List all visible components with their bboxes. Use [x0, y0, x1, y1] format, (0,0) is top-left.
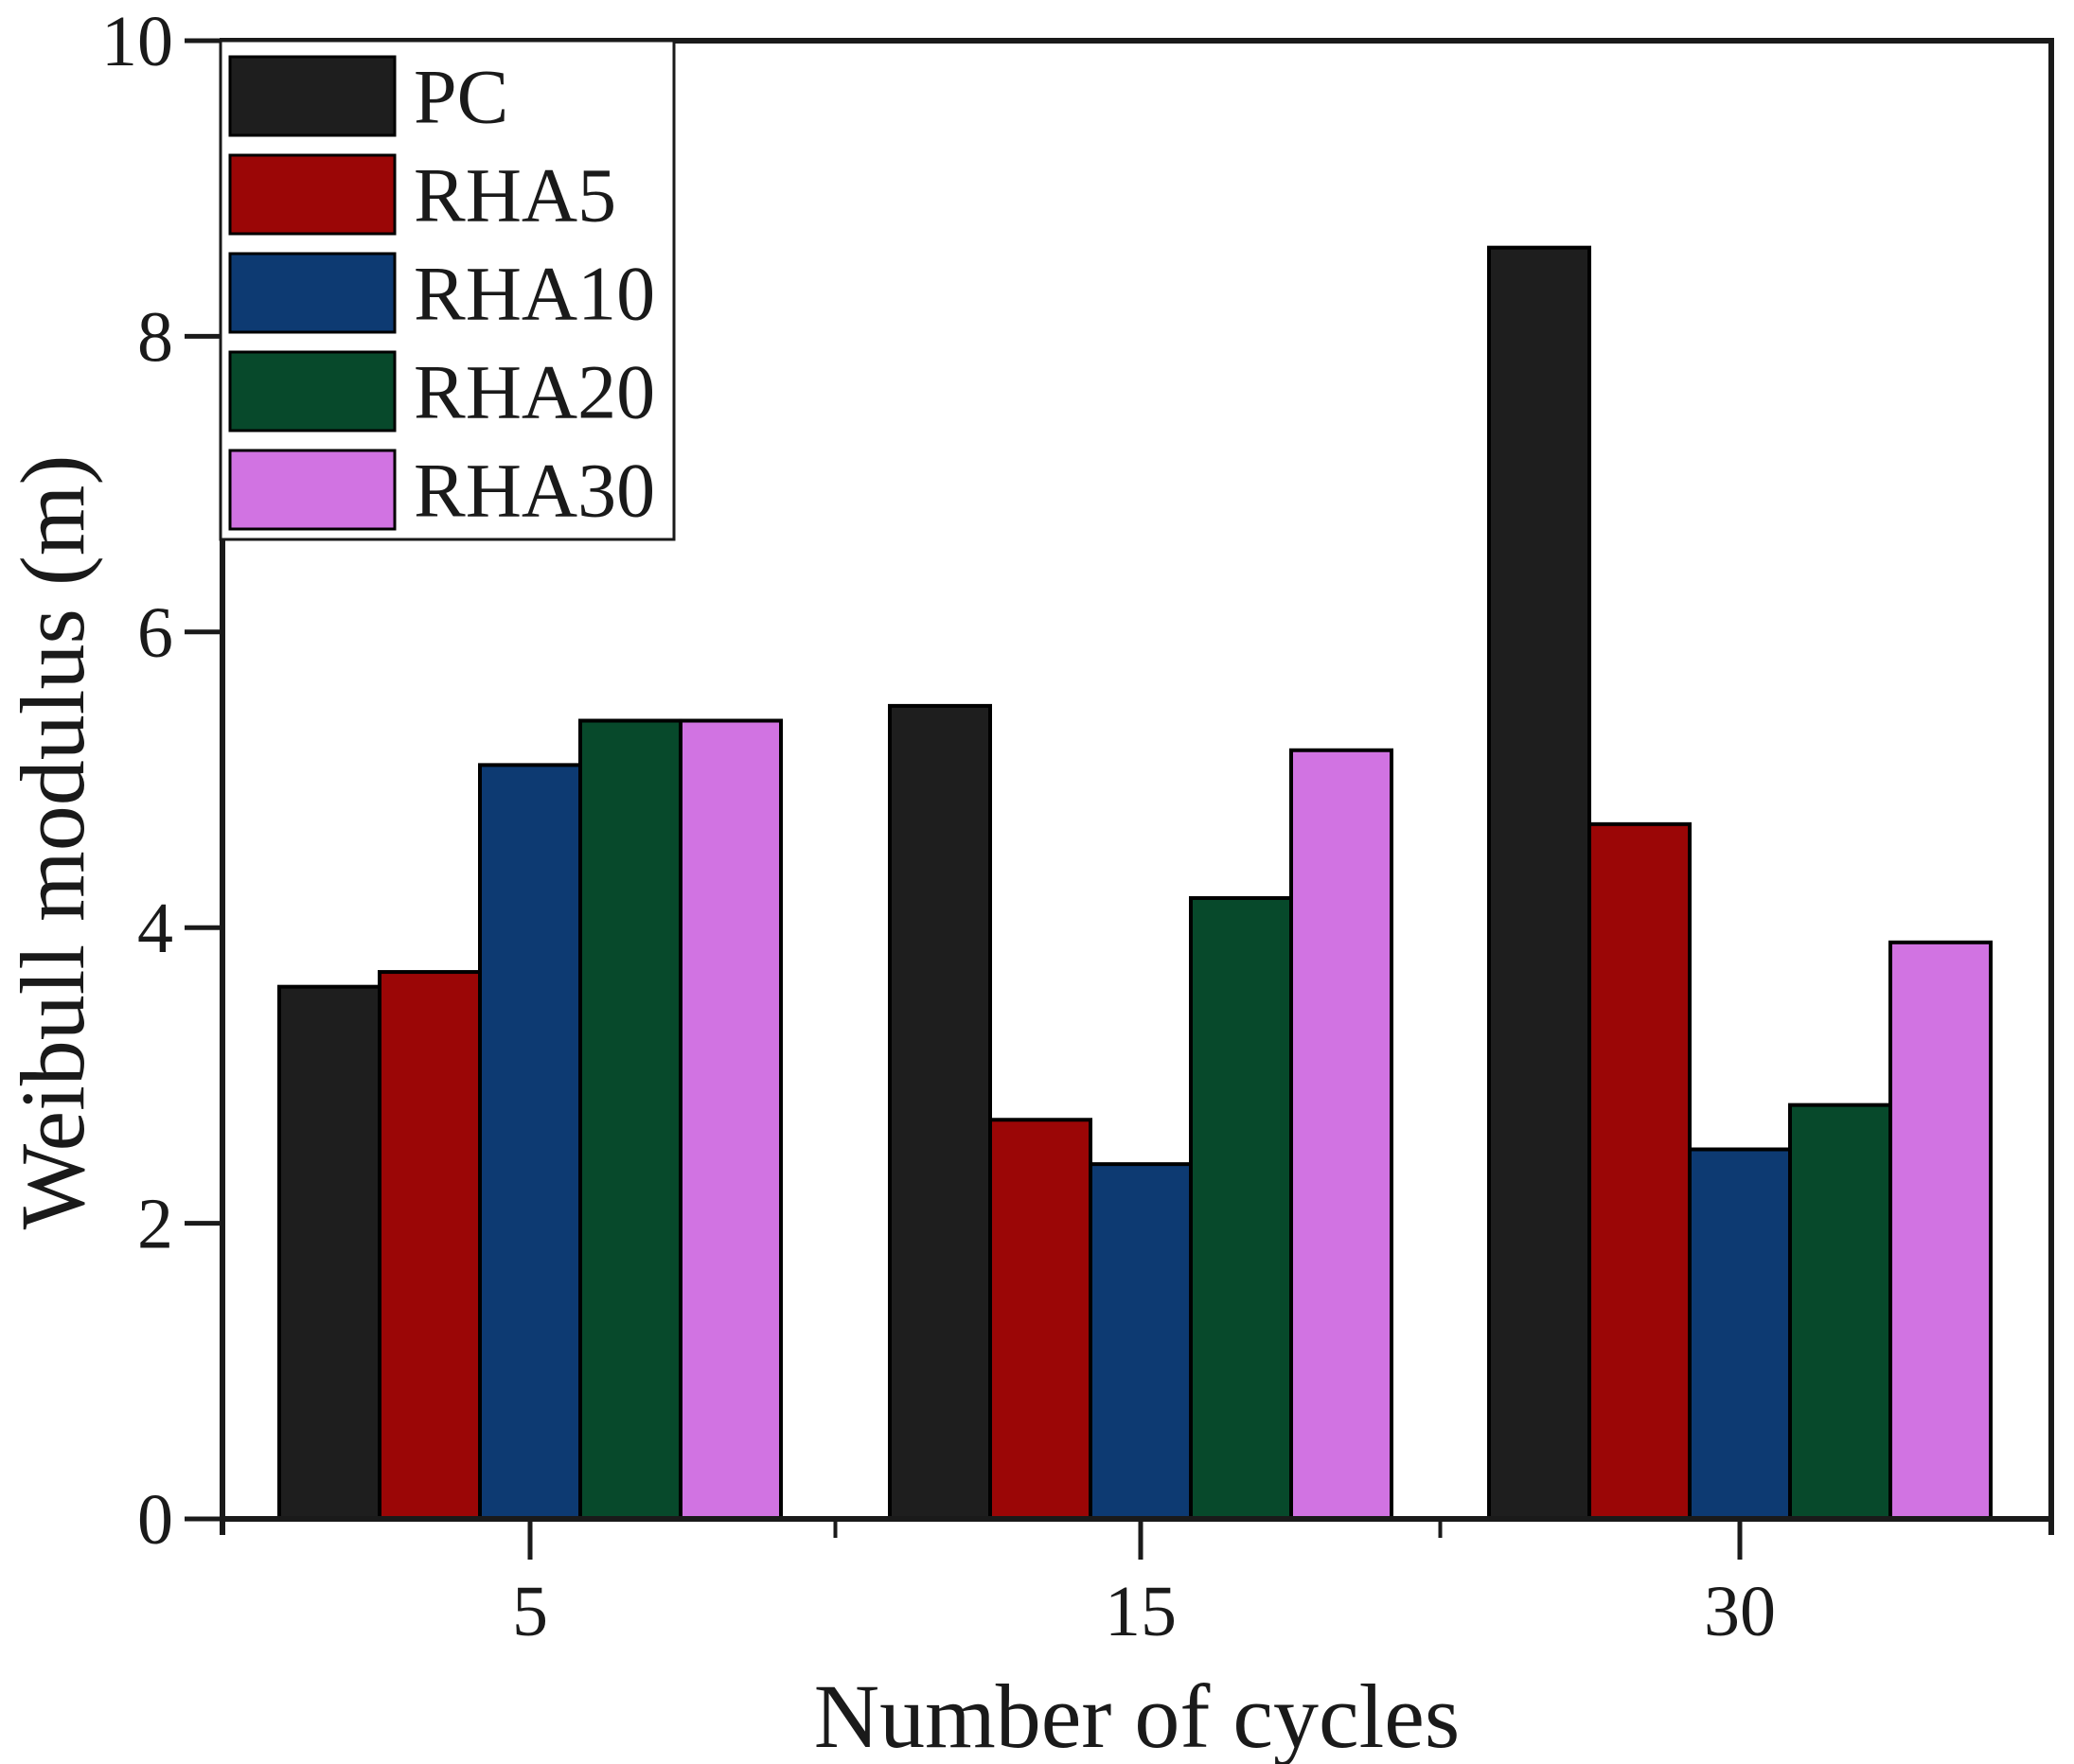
legend-label-RHA30: RHA30: [414, 448, 655, 534]
legend-swatch-RHA20: [228, 350, 397, 432]
bar-PC-cycles-5: [277, 984, 381, 1522]
legend-label-PC: PC: [414, 54, 508, 140]
bar-RHA30-cycles-15: [1289, 748, 1393, 1521]
legend-swatch-RHA30: [228, 449, 397, 531]
y-axis-title: Weibull modulus (m): [2, 455, 103, 1230]
bar-RHA30-cycles-30: [1888, 940, 1993, 1521]
legend-swatch-PC: [228, 55, 397, 137]
legend-swatch-RHA10: [228, 252, 397, 334]
bar-RHA5-cycles-5: [378, 970, 482, 1522]
bar-PC-cycles-30: [1487, 245, 1591, 1521]
y-tick-label-2: 2: [137, 1185, 173, 1264]
bar-RHA5-cycles-15: [988, 1118, 1092, 1521]
legend: PC RHA5 RHA10 RHA20 RHA30: [219, 39, 676, 541]
legend-label-RHA5: RHA5: [414, 152, 616, 238]
y-tick-label-8: 8: [137, 297, 173, 377]
bar-RHA5-cycles-30: [1587, 821, 1692, 1521]
y-tick-label-10: 10: [101, 2, 173, 81]
legend-swatch-RHA5: [228, 153, 397, 236]
x-tick-label-15: 15: [1105, 1572, 1177, 1651]
bar-RHA10-cycles-15: [1089, 1162, 1193, 1521]
tick-labels: 0 2 4 6 8 10 5 15 30: [101, 2, 1776, 1651]
y-tick-label-0: 0: [137, 1480, 173, 1560]
bar-RHA20-cycles-15: [1189, 895, 1293, 1521]
bar-RHA20-cycles-30: [1788, 1102, 1892, 1521]
axis-ticks: [185, 38, 1743, 1560]
bar-PC-cycles-15: [888, 703, 992, 1521]
bars-layer: [277, 245, 1993, 1522]
y-tick-label-6: 6: [137, 593, 173, 673]
x-axis-title: Number of cycles: [814, 1666, 1460, 1764]
x-tick-label-30: 30: [1704, 1572, 1776, 1651]
legend-label-RHA20: RHA20: [414, 349, 655, 435]
legend-label-RHA10: RHA10: [414, 251, 655, 337]
x-tick-label-5: 5: [512, 1572, 548, 1651]
y-tick-label-4: 4: [137, 889, 173, 968]
bar-RHA20-cycles-5: [578, 718, 682, 1521]
bar-RHA10-cycles-5: [478, 763, 582, 1521]
bar-RHA30-cycles-5: [679, 718, 783, 1521]
bar-RHA10-cycles-30: [1688, 1147, 1792, 1521]
